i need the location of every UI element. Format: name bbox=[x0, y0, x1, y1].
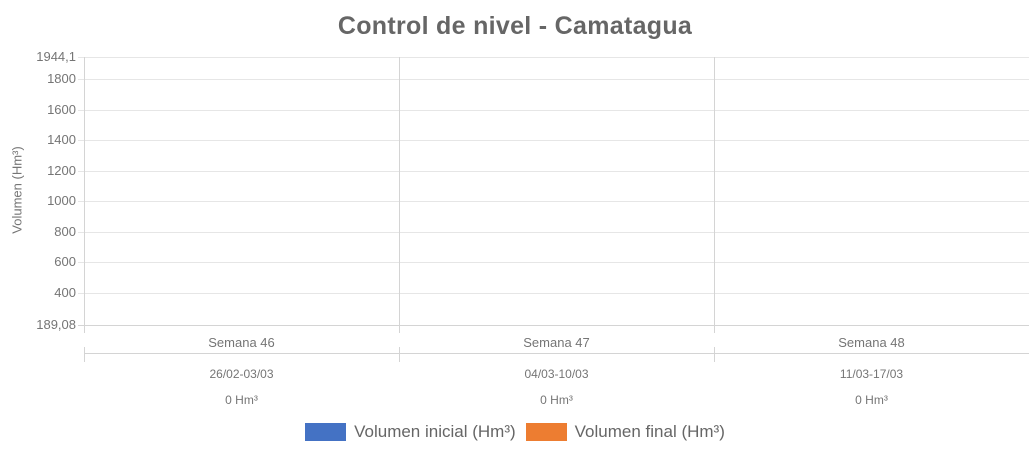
y-gridline bbox=[78, 325, 1029, 326]
x-label-week: Semana 48 bbox=[838, 335, 905, 350]
y-gridline bbox=[78, 293, 1029, 294]
legend-label: Volumen inicial (Hm³) bbox=[354, 422, 516, 441]
y-gridline bbox=[78, 232, 1029, 233]
y-gridline bbox=[78, 140, 1029, 141]
legend-swatch bbox=[305, 423, 347, 441]
y-tick-label: 800 bbox=[54, 224, 76, 239]
x-label-week: Semana 47 bbox=[523, 335, 590, 350]
y-axis-line bbox=[84, 57, 85, 333]
y-tick-label: 1600 bbox=[47, 102, 76, 117]
x-label-dates: 04/03-10/03 bbox=[524, 367, 589, 381]
legend: Volumen inicial (Hm³) Volumen final (Hm³) bbox=[0, 422, 1030, 442]
x-gridline bbox=[399, 57, 400, 333]
x-label-volume: 0 Hm³ bbox=[540, 393, 573, 407]
y-gridline bbox=[78, 201, 1029, 202]
x-gridline bbox=[714, 57, 715, 333]
y-tick-label: 1800 bbox=[47, 71, 76, 86]
y-tick-label: 400 bbox=[54, 285, 76, 300]
x-label-week: Semana 46 bbox=[208, 335, 275, 350]
y-tick-label: 1400 bbox=[47, 132, 76, 147]
x-label-dates: 11/03-17/03 bbox=[839, 367, 904, 381]
y-tick-label: 600 bbox=[54, 254, 76, 269]
y-tick-label: 1000 bbox=[47, 193, 76, 208]
x-label-volume: 0 Hm³ bbox=[225, 393, 258, 407]
y-tick-label: 189,08 bbox=[36, 317, 76, 332]
legend-item-volumen-inicial[interactable]: Volumen inicial (Hm³) bbox=[305, 422, 516, 442]
x-axis-tick bbox=[84, 347, 85, 362]
x-axis-separator bbox=[84, 353, 1029, 354]
y-tick-label: 1944,1 bbox=[36, 49, 76, 64]
y-gridline bbox=[78, 171, 1029, 172]
x-label-volume: 0 Hm³ bbox=[855, 393, 888, 407]
legend-item-volumen-final[interactable]: Volumen final (Hm³) bbox=[525, 422, 725, 442]
y-axis-title: Volumen (Hm³) bbox=[9, 146, 25, 234]
y-gridline bbox=[78, 57, 1029, 58]
legend-swatch bbox=[525, 423, 567, 441]
x-axis-tick bbox=[714, 347, 715, 362]
y-gridline bbox=[78, 79, 1029, 80]
x-axis-tick bbox=[399, 347, 400, 362]
y-gridline bbox=[78, 262, 1029, 263]
y-tick-label: 1200 bbox=[47, 163, 76, 178]
legend-label: Volumen final (Hm³) bbox=[574, 422, 725, 441]
y-gridline bbox=[78, 110, 1029, 111]
chart-title: Control de nivel - Camatagua bbox=[337, 12, 693, 40]
x-label-dates: 26/02-03/03 bbox=[209, 367, 274, 381]
